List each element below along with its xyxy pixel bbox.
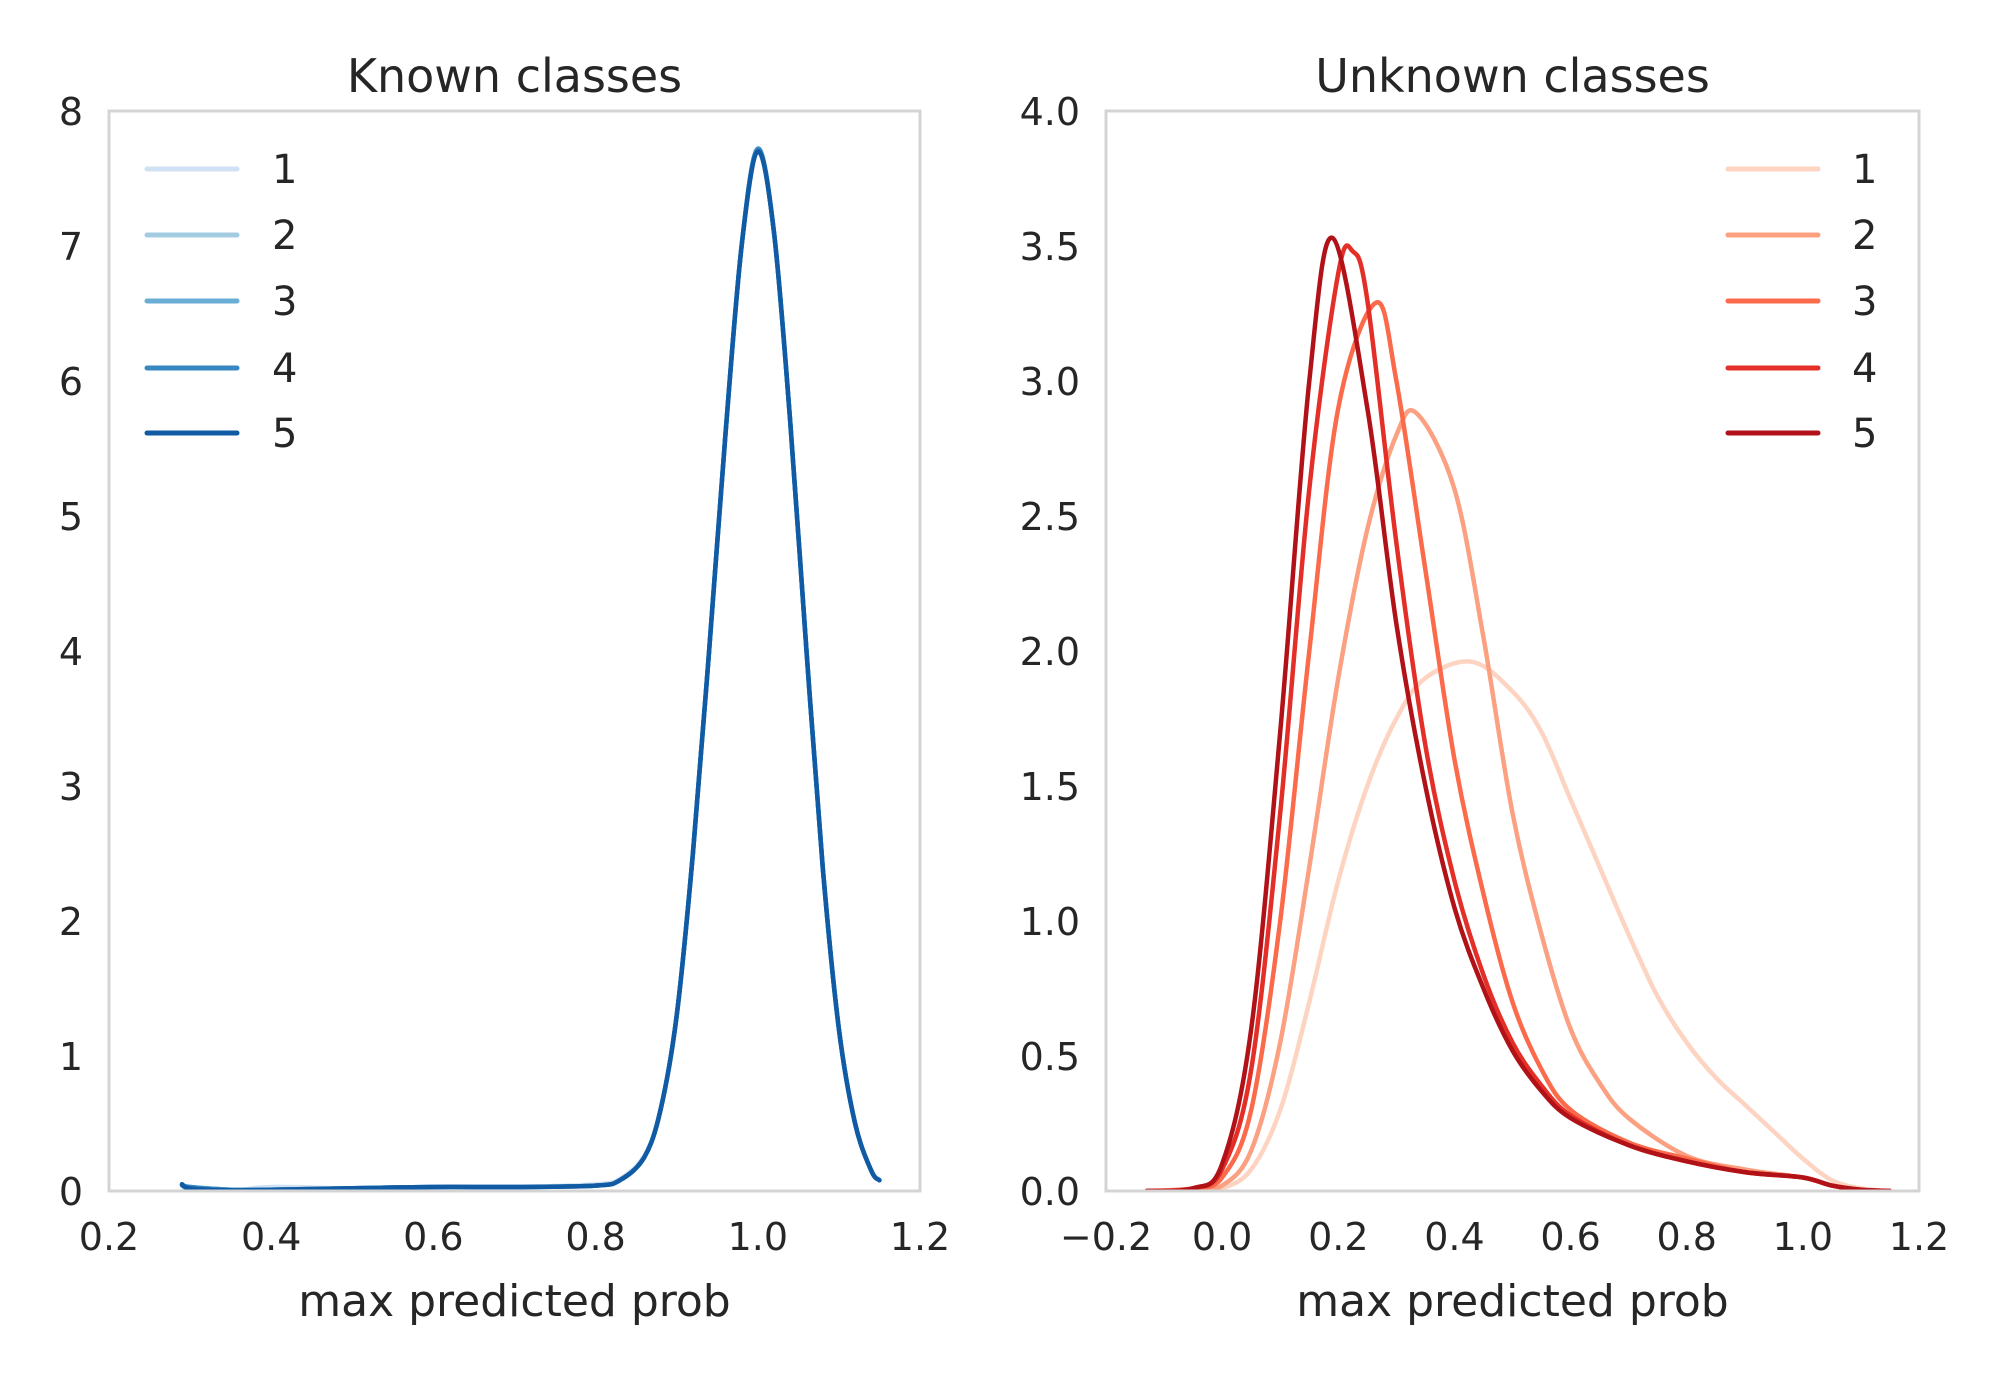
y-tick-label: 3 (59, 765, 83, 809)
legend-label: 4 (272, 346, 297, 392)
axes-frame (107, 109, 922, 1193)
y-tick-label: 0.5 (1020, 1035, 1080, 1079)
x-tick-label: 0.4 (241, 1215, 301, 1259)
axes-frame (1104, 109, 1921, 1193)
legend-label: 2 (272, 213, 297, 259)
legend-label: 4 (1852, 346, 1877, 392)
chart-title: Known classes (347, 49, 682, 103)
x-tick-label: 1.2 (890, 1215, 950, 1259)
legend-label: 3 (272, 279, 297, 325)
y-tick-label: 4 (59, 630, 83, 674)
x-tick-label: 1.2 (1889, 1215, 1949, 1259)
series-group (1144, 235, 1893, 1191)
series-line-5 (1144, 235, 1893, 1191)
x-tick-label: 1.0 (1773, 1215, 1833, 1259)
y-tick-label: 2.0 (1020, 630, 1080, 674)
y-tick-label: 4.0 (1020, 90, 1080, 134)
y-tick-label: 3.0 (1020, 360, 1080, 404)
legend-label: 3 (1852, 279, 1877, 325)
x-tick-label: −0.2 (1060, 1215, 1152, 1259)
legend-label: 1 (1852, 147, 1877, 193)
legend-label: 2 (1852, 213, 1877, 259)
y-tick-label: 1.0 (1020, 900, 1080, 944)
y-tick-label: 0.0 (1020, 1170, 1080, 1214)
y-tick-label: 2.5 (1020, 495, 1080, 539)
y-tick-label: 2 (59, 900, 83, 944)
series-line-4 (1144, 243, 1893, 1191)
series-group (179, 146, 882, 1191)
y-tick-label: 1 (59, 1035, 83, 1079)
x-tick-label: 0.8 (565, 1215, 625, 1259)
x-tick-label: 0.6 (403, 1215, 463, 1259)
series-line-1 (1144, 659, 1893, 1191)
x-tick-label: 1.0 (728, 1215, 788, 1259)
legend-label: 1 (272, 147, 297, 193)
legend-label: 5 (1852, 411, 1877, 457)
chart-title: Unknown classes (1315, 49, 1710, 103)
x-tick-label: 0.2 (79, 1215, 139, 1259)
y-tick-label: 8 (59, 90, 83, 134)
y-tick-label: 3.5 (1020, 225, 1080, 269)
x-tick-label: 0.4 (1424, 1215, 1484, 1259)
y-tick-label: 6 (59, 360, 83, 404)
series-line-5 (179, 149, 882, 1191)
y-tick-label: 5 (59, 495, 83, 539)
y-tick-label: 1.5 (1020, 765, 1080, 809)
y-tick-label: 7 (59, 225, 83, 269)
y-tick-label: 0 (59, 1170, 83, 1214)
x-tick-label: 0.6 (1540, 1215, 1600, 1259)
x-axis-label: max predicted prob (298, 1276, 730, 1327)
x-axis-label: max predicted prob (1296, 1276, 1728, 1327)
x-tick-label: 0.0 (1192, 1215, 1252, 1259)
x-tick-label: 0.2 (1308, 1215, 1368, 1259)
legend-label: 5 (272, 411, 297, 457)
x-tick-label: 0.8 (1656, 1215, 1716, 1259)
